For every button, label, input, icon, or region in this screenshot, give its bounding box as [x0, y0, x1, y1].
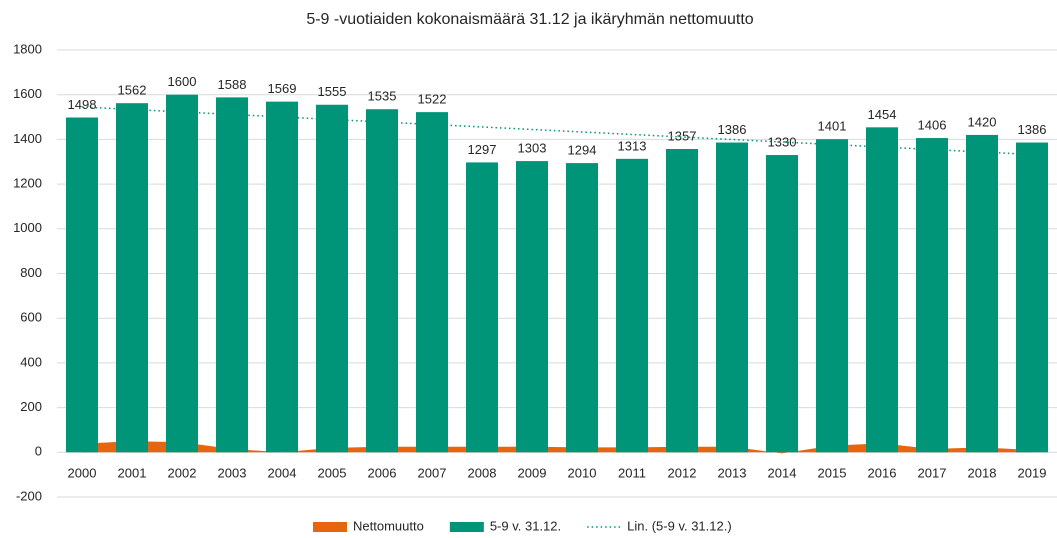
data-label: 1555 — [318, 84, 347, 99]
y-tick-label: 400 — [20, 354, 42, 369]
data-label: 1386 — [718, 122, 747, 137]
x-tick-label: 2002 — [168, 466, 197, 481]
data-label: 1406 — [918, 117, 947, 132]
bar — [416, 112, 448, 453]
y-tick-label: 1400 — [13, 131, 42, 146]
bar — [316, 104, 348, 453]
data-label: 1588 — [218, 77, 247, 92]
x-tick-label: 2003 — [218, 466, 247, 481]
data-label: 1562 — [118, 83, 147, 98]
bar — [816, 139, 848, 453]
x-tick-label: 2019 — [1018, 466, 1047, 481]
x-tick-label: 2018 — [968, 466, 997, 481]
x-tick-label: 2014 — [768, 466, 797, 481]
trend-line — [81, 106, 1033, 156]
data-label: 1386 — [1018, 122, 1047, 137]
y-tick-label: 600 — [20, 310, 42, 325]
y-tick-label: 0 — [35, 444, 42, 459]
bar — [216, 97, 248, 453]
bar — [116, 103, 148, 453]
y-tick-label: 1200 — [13, 176, 42, 191]
chart-title: 5-9 -vuotiaiden kokonaismäärä 31.12 ja i… — [306, 11, 753, 28]
data-label: 1313 — [618, 138, 647, 153]
data-label: 1454 — [868, 107, 897, 122]
y-tick-label: 800 — [20, 265, 42, 280]
bar — [966, 134, 998, 453]
bar — [616, 158, 648, 453]
x-tick-label: 2009 — [518, 466, 547, 481]
legend-label: Nettomuutto — [353, 518, 424, 533]
x-tick-label: 2017 — [918, 466, 947, 481]
bar — [766, 155, 798, 453]
x-tick-label: 2001 — [118, 466, 147, 481]
y-tick-label: 200 — [20, 399, 42, 414]
x-tick-label: 2008 — [468, 466, 497, 481]
bar — [466, 162, 498, 453]
bar — [366, 109, 398, 453]
x-tick-label: 2013 — [718, 466, 747, 481]
data-label: 1498 — [68, 97, 97, 112]
x-tick-label: 2004 — [268, 466, 297, 481]
bar — [866, 127, 898, 453]
x-tick-label: 2010 — [568, 466, 597, 481]
data-label: 1535 — [368, 89, 397, 104]
data-label: 1357 — [668, 128, 697, 143]
bar — [66, 117, 98, 453]
data-label: 1569 — [268, 81, 297, 96]
legend-swatch — [449, 522, 484, 532]
x-tick-label: 2011 — [618, 466, 646, 481]
data-label: 1297 — [468, 142, 497, 157]
y-tick-label: 1600 — [13, 86, 42, 101]
legend-swatch — [313, 522, 347, 532]
data-label: 1420 — [968, 114, 997, 129]
bar — [716, 142, 748, 453]
bar — [166, 94, 198, 453]
bar — [516, 161, 548, 453]
x-tick-label: 2016 — [868, 466, 897, 481]
y-tick-label: 1800 — [13, 41, 42, 56]
x-tick-label: 2015 — [818, 466, 847, 481]
y-tick-label: -200 — [16, 488, 42, 503]
data-label: 1401 — [818, 119, 847, 134]
legend-label: Lin. (5-9 v. 31.12.) — [627, 518, 732, 533]
data-label: 1600 — [168, 74, 197, 89]
legend-label: 5-9 v. 31.12. — [490, 518, 561, 533]
bar — [566, 163, 598, 453]
x-tick-label: 2000 — [68, 466, 97, 481]
data-label: 1294 — [568, 143, 597, 158]
x-tick-label: 2007 — [418, 466, 447, 481]
bar — [916, 138, 948, 453]
y-tick-label: 1000 — [13, 220, 42, 235]
x-tick-label: 2005 — [318, 466, 347, 481]
data-label: 1522 — [418, 92, 447, 107]
x-tick-label: 2006 — [368, 466, 397, 481]
data-label: 1303 — [518, 141, 547, 156]
bar — [1016, 142, 1048, 453]
bar — [666, 149, 698, 453]
x-tick-label: 2012 — [668, 466, 697, 481]
data-label: 1330 — [768, 134, 797, 149]
bar — [266, 101, 298, 453]
